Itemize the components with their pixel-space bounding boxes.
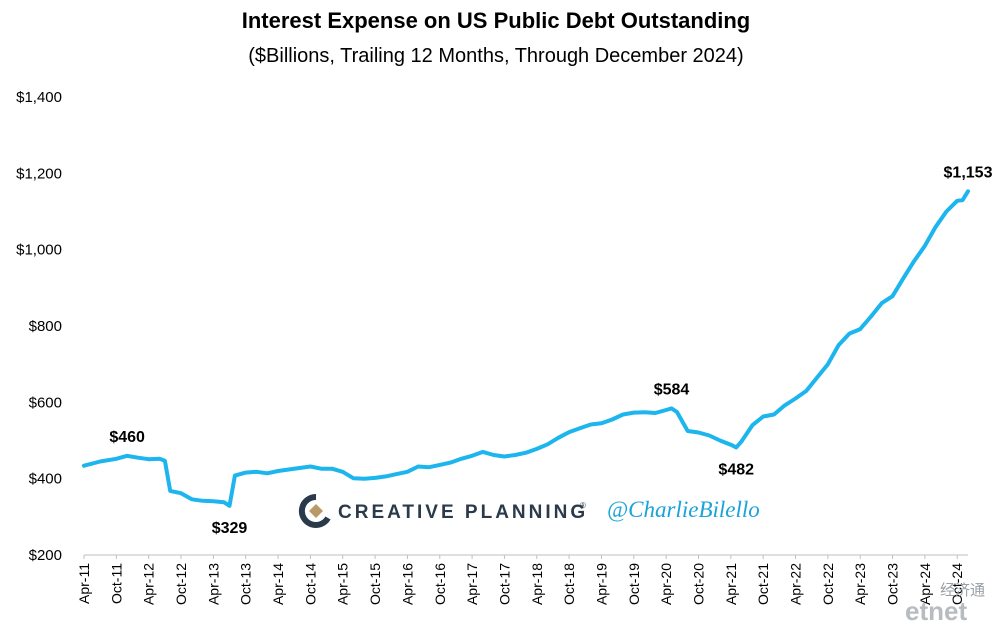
x-tick-label: Oct-17 [496, 563, 512, 605]
x-tick-label: Oct-21 [755, 563, 771, 605]
x-axis: Apr-11 Oct-11 Apr-12 Oct-12 Apr-13 Oct-13 Apr-… [76, 555, 965, 605]
x-tick-label: Apr-14 [270, 563, 286, 605]
twitter-handle: @CharlieBilello [607, 497, 760, 522]
annotation-layer: $460 $329 $584 $482 $1,153 [109, 164, 992, 536]
data-label: $584 [654, 381, 690, 398]
data-label: $329 [212, 520, 248, 537]
x-tick-label: Apr-21 [723, 563, 739, 605]
x-tick-label: Apr-12 [141, 563, 157, 605]
x-tick-label: Apr-22 [788, 563, 804, 605]
x-tick-label: Apr-15 [335, 563, 351, 605]
x-tick-label: Oct-13 [238, 563, 254, 605]
data-label: $460 [109, 429, 145, 446]
y-tick-label: $1,200 [16, 165, 62, 182]
x-tick-label: Apr-23 [852, 563, 868, 605]
logo-text: CREATIVE PLANNING [338, 502, 588, 523]
chart-title: Interest Expense on US Public Debt Outst… [242, 8, 751, 33]
x-tick-label: Apr-13 [205, 563, 221, 605]
series-line [82, 189, 970, 508]
x-tick-label: Oct-11 [108, 563, 124, 604]
x-tick-label: Apr-24 [917, 563, 933, 605]
x-tick-label: Oct-22 [820, 563, 836, 605]
watermark-cn: 经济通 [940, 581, 985, 599]
chart-subtitle: ($Billions, Trailing 12 Months, Through … [248, 45, 743, 67]
x-tick-label: Oct-14 [302, 563, 318, 605]
y-tick-label: $400 [29, 471, 62, 488]
x-tick-label: Oct-24 [949, 563, 965, 605]
x-tick-label: Oct-12 [173, 563, 189, 605]
x-tick-label: Apr-18 [529, 563, 545, 605]
x-tick-label: Oct-16 [432, 563, 448, 605]
data-label: $482 [718, 461, 754, 478]
x-tick-label: Apr-11 [76, 563, 92, 604]
creative-planning-logo: CREATIVE PLANNING ® [298, 493, 588, 528]
y-tick-label: $600 [29, 394, 62, 411]
y-tick-label: $200 [29, 547, 62, 564]
data-label: $1,153 [944, 164, 992, 181]
y-tick-label: $800 [29, 318, 62, 335]
series-layer [82, 189, 970, 508]
trademark-mark: ® [580, 501, 586, 510]
x-tick-label: Oct-19 [626, 563, 642, 605]
x-tick-label: Apr-17 [464, 563, 480, 605]
x-tick-label: Oct-23 [885, 563, 901, 605]
y-tick-label: $1,400 [16, 89, 62, 106]
x-tick-label: Apr-16 [399, 563, 415, 605]
x-tick-label: Oct-20 [690, 563, 706, 605]
x-tick-label: Apr-19 [593, 563, 609, 605]
logo-mark-icon [298, 493, 331, 528]
x-tick-label: Oct-15 [367, 563, 383, 605]
watermark-en: etnet [905, 596, 967, 624]
x-tick-label: Apr-20 [658, 563, 674, 605]
y-axis: $200 $400 $600 $800 $1,000 $1,200 $1,400 [16, 89, 62, 564]
y-tick-label: $1,000 [16, 242, 62, 259]
x-tick-label: Oct-18 [561, 563, 577, 605]
